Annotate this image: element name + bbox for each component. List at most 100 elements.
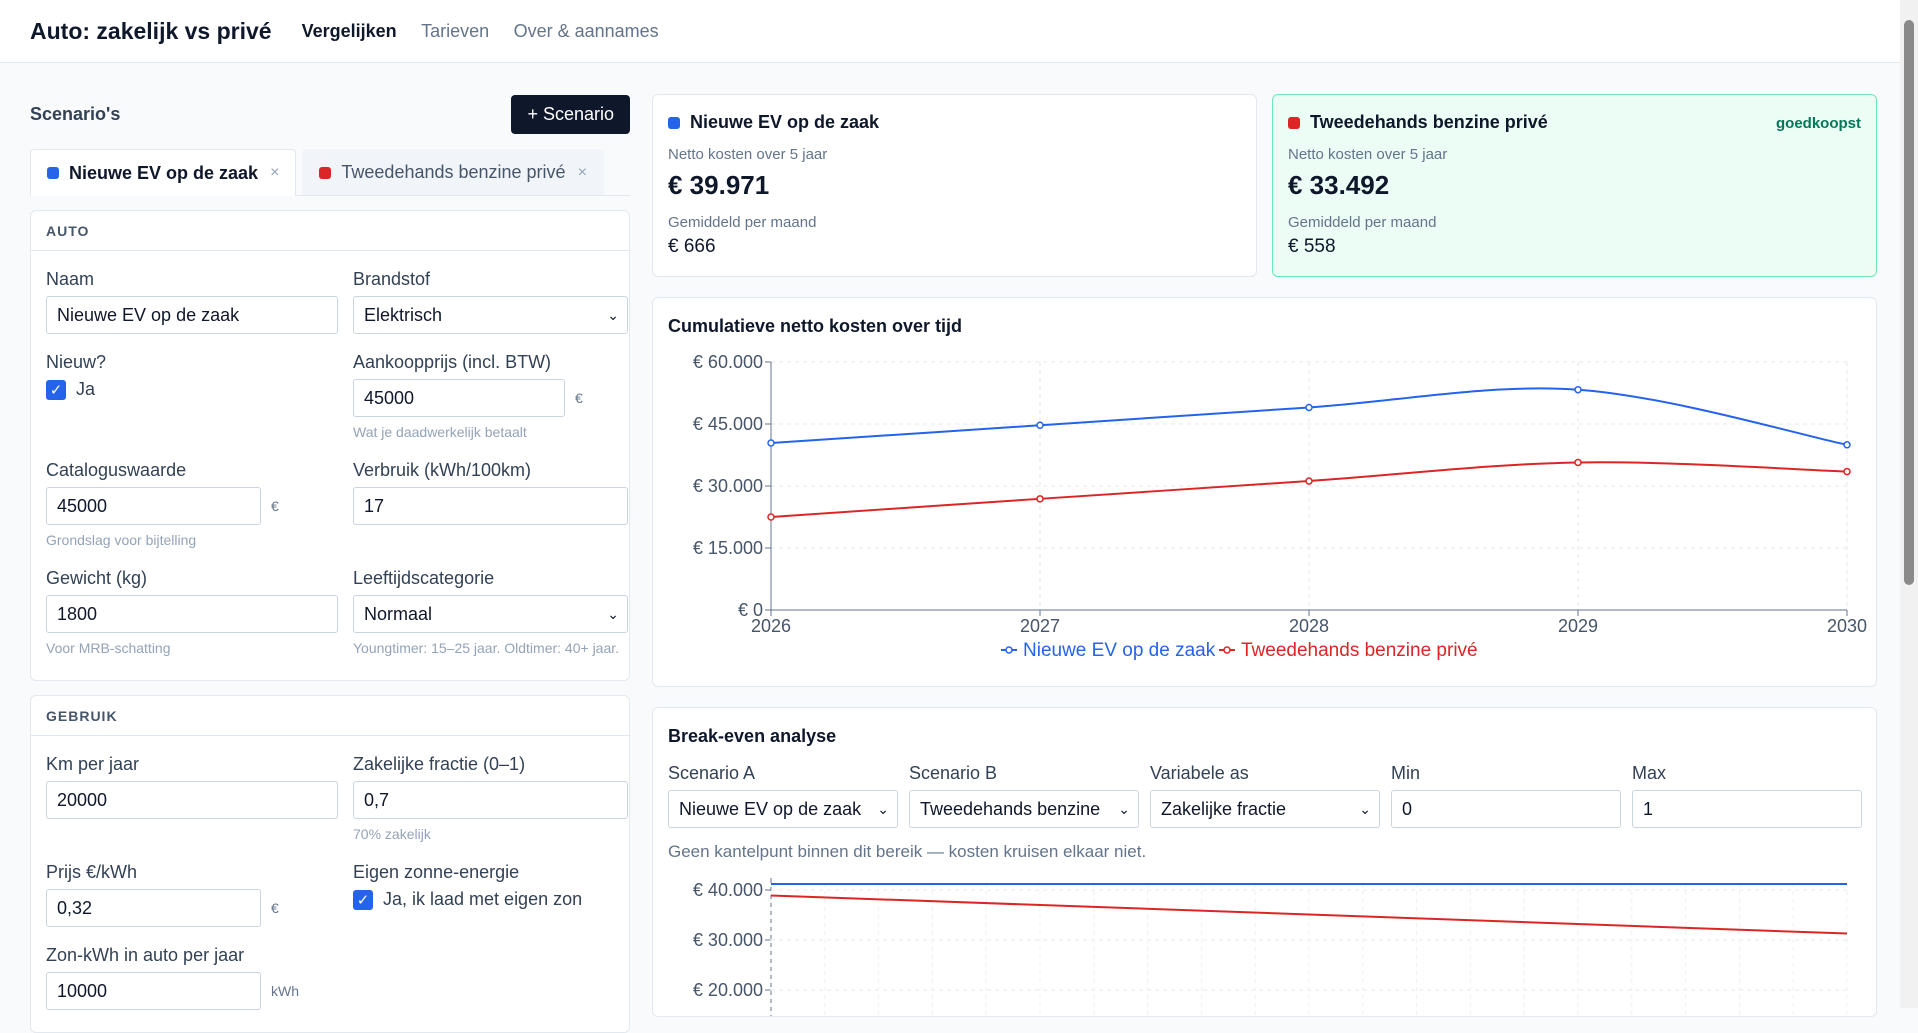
top-navbar: Auto: zakelijk vs privé Vergelijken Tari… [0,0,1900,63]
page-scrollbar[interactable] [1900,0,1918,1008]
min-label: Min [1391,763,1421,783]
catalogus-input[interactable]: 45000 [46,487,261,525]
zon-checkbox[interactable]: ✓ Ja, ik laad met eigen zon [353,889,628,910]
summary-name: Nieuwe EV op de zaak [690,112,880,132]
month-value: € 558 [1288,236,1336,257]
nav-tarieven[interactable]: Tarieven [421,20,490,41]
scenario-color-dot [1288,116,1300,129]
brandstof-value: Elektrisch [364,304,443,325]
nav-over-aannames[interactable]: Over & aannames [513,20,659,41]
catalogus-label: Cataloguswaarde [46,460,187,480]
aankoopprijs-help: Wat je daadwerkelijk betaalt [353,424,527,440]
breakeven-note: Geen kantelpunt binnen dit bereik — kost… [668,842,1147,861]
data-point [767,439,775,447]
data-point [1305,477,1313,485]
scrollbar-thumb[interactable] [1904,20,1914,585]
data-point [1843,467,1851,476]
data-point [1574,458,1582,467]
leeftijd-help: Youngtimer: 15–25 jaar. Oldtimer: 40+ ja… [353,640,620,656]
tab-scenario-ev[interactable]: Nieuwe EV op de zaak × [30,149,297,196]
gewicht-label: Gewicht (kg) [46,568,148,588]
aankoopprijs-label: Aankoopprijs (incl. BTW) [353,352,552,372]
scenario-b-label: Scenario B [909,763,998,783]
chevron-down-icon: ⌄ [877,800,889,817]
cheapest-badge: goedkoopst [1776,115,1861,132]
chevron-down-icon: ⌄ [607,306,619,323]
zon-label: Eigen zonne-energie [353,862,520,882]
variabele-select[interactable]: Zakelijke fractie ⌄ [1150,790,1380,828]
scenarios-heading: Scenario's [30,103,121,124]
gewicht-input[interactable]: 1800 [46,595,338,633]
variabele-label: Variabele as [1150,763,1249,783]
close-tab-icon[interactable]: × [270,164,280,181]
x-tick-label: 2027 [1020,616,1060,636]
nav-vergelijken[interactable]: Vergelijken [301,20,397,41]
km-input[interactable]: 20000 [46,781,338,819]
zonkwh-label: Zon-kWh in auto per jaar [46,945,245,965]
legend-label: Tweedehands benzine privé [1241,640,1478,661]
data-point [1036,495,1044,503]
chevron-down-icon: ⌄ [1118,800,1130,817]
scenario-color-dot [668,116,680,129]
catalogus-help: Grondslag voor bijtelling [46,532,197,548]
month-label: Gemiddeld per maand [668,214,817,231]
aankoopprijs-input[interactable]: 45000 [353,379,565,417]
euro-unit: € [271,900,279,916]
nieuw-label: Nieuw? [46,352,107,372]
y-tick-label: € 45.000 [693,414,763,434]
gebruik-section: GEBRUIK Km per jaar 20000 Zakelijke frac… [30,695,630,1033]
fractie-help: 70% zakelijk [353,826,431,842]
nieuw-checkbox[interactable]: ✓ Ja [46,379,338,400]
leeftijd-select[interactable]: Normaal ⌄ [353,595,628,633]
y-tick-label: € 30.000 [693,476,763,496]
net-label: Netto kosten over 5 jaar [668,146,828,163]
zonkwh-input[interactable]: 10000 [46,972,261,1010]
scenario-color-dot [47,167,59,179]
checkmark-icon: ✓ [46,379,66,400]
y-tick-label: € 20.000 [693,980,763,1000]
scenario-b-value: Tweedehands benzine privé [920,798,1100,819]
month-label: Gemiddeld per maand [1288,214,1437,231]
chart-title: Cumulatieve netto kosten over tijd [668,316,963,336]
scenario-panel: Scenario's + Scenario Nieuwe EV op de za… [30,94,630,1033]
tab-scenario-benzine[interactable]: Tweedehands benzine privé × [302,149,604,195]
y-tick-label: € 0 [738,600,763,620]
data-point [767,513,775,521]
scenario-color-dot [319,166,332,179]
tab-label: Tweedehands benzine privé [341,162,566,182]
naam-label: Naam [46,269,95,289]
scenario-a-value: Nieuwe EV op de zaak [679,798,862,819]
euro-unit: € [575,390,583,406]
verbruik-input[interactable]: 17 [353,487,628,525]
min-input[interactable]: 0 [1391,790,1621,828]
main-nav: Vergelijken Tarieven Over & aannames [302,21,679,42]
scenario-tabs: Nieuwe EV op de zaak × Tweedehands benzi… [30,148,630,196]
y-tick-label: € 15.000 [693,538,763,558]
summary-name: Tweedehands benzine privé [1310,112,1548,132]
x-tick-label: 2029 [1558,616,1598,636]
tab-label: Nieuwe EV op de zaak [69,162,259,183]
scenario-b-select[interactable]: Tweedehands benzine privé ⌄ [909,790,1139,828]
y-tick-label: € 40.000 [693,880,763,900]
nieuw-check-label: Ja [76,379,96,399]
series-line [770,894,1848,935]
data-point [1843,441,1851,449]
max-label: Max [1632,763,1667,783]
net-value: € 39.971 [668,170,770,200]
brandstof-select[interactable]: Elektrisch ⌄ [353,296,628,334]
max-input[interactable]: 1 [1632,790,1862,828]
net-value: € 33.492 [1288,170,1390,200]
naam-input[interactable]: Nieuwe EV op de zaak [46,296,338,334]
scenario-a-select[interactable]: Nieuwe EV op de zaak ⌄ [668,790,898,828]
data-point [1305,403,1313,412]
close-tab-icon[interactable]: × [577,163,587,181]
add-scenario-button[interactable]: + Scenario [511,94,630,134]
legend-marker [1223,646,1231,654]
breakeven-card: Break-even analyse Scenario A Nieuwe EV … [652,707,1877,1017]
fractie-input[interactable]: 0,7 [353,781,628,819]
y-tick-label: € 60.000 [693,352,763,372]
gewicht-help: Voor MRB-schatting [46,640,171,656]
cumulative-chart-card: Cumulatieve netto kosten over tijd € 0 € … [652,297,1877,687]
prijs-input[interactable]: 0,32 [46,889,261,927]
breakeven-title: Break-even analyse [668,726,837,746]
